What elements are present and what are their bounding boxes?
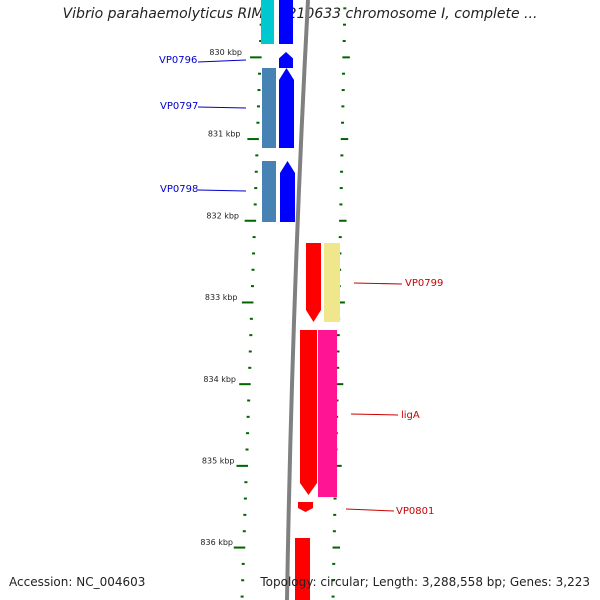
gene-arrow-partial[interactable]	[279, 0, 293, 44]
callout-line-vp0797	[197, 106, 247, 109]
scale-ticks: 830 kbp 831 kbp 832 kbp 833 kbp 834 kbp 835 k…	[200, 7, 350, 598]
callout-line-vp0799	[353, 282, 403, 285]
feature-block-vp0798[interactable]	[262, 161, 276, 222]
callout-line-vp0798	[197, 189, 247, 192]
gene-arrow-liga[interactable]	[300, 330, 317, 495]
gene-label-vp0797[interactable]: VP0797	[160, 101, 198, 112]
accession-text: Accession: NC_004603	[9, 575, 146, 589]
gene-label-vp0796[interactable]: VP0796	[159, 55, 197, 66]
scale-label: 830 kbp	[209, 48, 242, 57]
summary-text: Topology: circular; Length: 3,288,558 bp…	[260, 575, 590, 589]
scale-label: 836 kbp	[200, 538, 233, 547]
feature-block-vp0799[interactable]	[324, 243, 340, 322]
feature-block-liga[interactable]	[318, 330, 337, 497]
gene-arrow-vp0796[interactable]	[279, 52, 293, 68]
callout-line-liga	[350, 413, 399, 416]
scale-label: 834 kbp	[203, 375, 236, 384]
gene-label-vp0799[interactable]: VP0799	[405, 278, 443, 289]
gene-label-liga[interactable]: ligA	[401, 410, 420, 421]
gene-arrow-vp0798[interactable]	[280, 161, 295, 222]
gene-arrow-vp0801[interactable]	[298, 502, 313, 512]
scale-label: 831 kbp	[208, 130, 241, 139]
scale-label: 835 kbp	[202, 457, 235, 466]
feature-tracks[interactable]	[261, 0, 340, 600]
scale-label: 833 kbp	[205, 293, 238, 302]
chromosome-backbone	[285, 0, 310, 600]
gene-arrow-bottom-partial[interactable]	[295, 538, 310, 600]
gene-arrow-vp0797[interactable]	[279, 68, 294, 148]
callout-line-vp0801	[345, 508, 395, 512]
feature-block-vp0797[interactable]	[262, 68, 276, 148]
gene-label-vp0801[interactable]: VP0801	[396, 506, 434, 517]
feature-block-cyan[interactable]	[261, 0, 274, 44]
gene-label-vp0798[interactable]: VP0798	[160, 184, 198, 195]
callout-line-vp0796	[197, 59, 247, 63]
scale-label: 832 kbp	[206, 211, 239, 220]
map-title: Vibrio parahaemolyticus RIMD 2210633 chr…	[62, 6, 538, 22]
gene-arrow-vp0799[interactable]	[306, 243, 321, 322]
